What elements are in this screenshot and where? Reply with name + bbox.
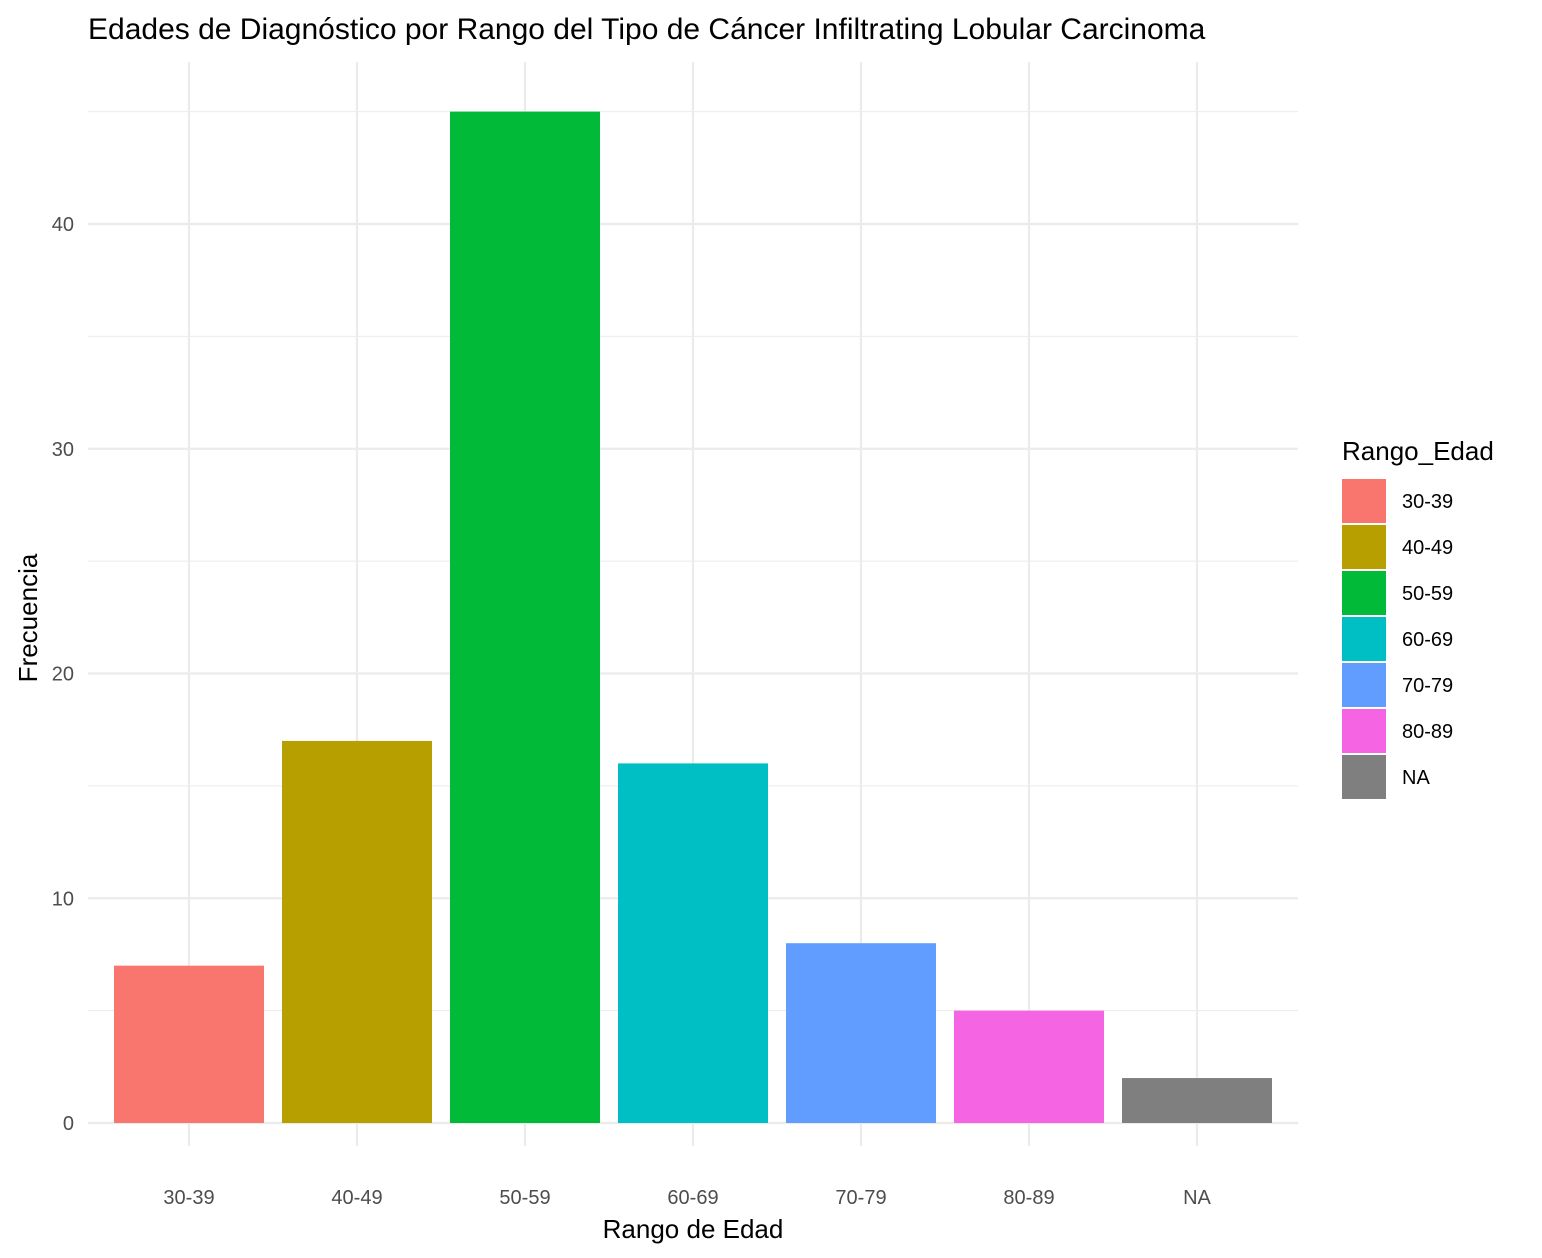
legend-label: 50-59 <box>1402 583 1453 605</box>
legend-label: 70-79 <box>1402 675 1453 697</box>
legend-label: 30-39 <box>1402 491 1453 513</box>
legend-swatch <box>1342 663 1386 707</box>
x-tick-label: NA <box>1183 1187 1211 1209</box>
chart-title: Edades de Diagnóstico por Rango del Tipo… <box>88 13 1206 46</box>
x-tick-label: 40-49 <box>331 1187 382 1209</box>
legend-label: 40-49 <box>1402 537 1453 559</box>
x-tick-label: 50-59 <box>499 1187 550 1209</box>
legend-title: Rango_Edad <box>1342 436 1494 466</box>
y-tick-label: 20 <box>52 664 74 686</box>
y-axis-title: Frecuencia <box>13 553 43 682</box>
y-axis-ticks: 0 10 20 30 40 <box>52 214 74 1135</box>
legend-swatch <box>1342 617 1386 661</box>
legend-items: 30-39 40-49 50-59 60-69 70-79 80-89 NA <box>1342 479 1453 799</box>
x-tick-label: 70-79 <box>835 1187 886 1209</box>
legend-swatch <box>1342 525 1386 569</box>
x-axis-title: Rango de Edad <box>603 1214 784 1244</box>
y-tick-label: 30 <box>52 439 74 461</box>
bar-60-69 <box>618 763 768 1123</box>
legend-swatch <box>1342 479 1386 523</box>
bar-40-49 <box>282 740 432 1123</box>
bars <box>114 111 1272 1123</box>
legend-swatch <box>1342 709 1386 753</box>
legend-label: 80-89 <box>1402 721 1453 743</box>
bar-80-89 <box>954 1010 1104 1123</box>
bar-30-39 <box>114 965 264 1123</box>
bar-70-79 <box>786 943 936 1123</box>
x-tick-label: 60-69 <box>667 1187 718 1209</box>
legend-label: NA <box>1402 767 1430 789</box>
y-tick-label: 0 <box>63 1113 74 1135</box>
legend-swatch <box>1342 571 1386 615</box>
x-axis-ticks: 30-39 40-49 50-59 60-69 70-79 80-89 NA <box>163 1187 1211 1209</box>
legend-label: 60-69 <box>1402 629 1453 651</box>
x-tick-label: 30-39 <box>163 1187 214 1209</box>
bar-50-59 <box>450 111 600 1123</box>
y-tick-label: 10 <box>52 888 74 910</box>
bar-NA <box>1122 1078 1272 1123</box>
y-tick-label: 40 <box>52 214 74 236</box>
legend-swatch <box>1342 755 1386 799</box>
legend: Rango_Edad 30-39 40-49 50-59 60-69 70-79 80-8… <box>1342 436 1494 799</box>
x-tick-label: 80-89 <box>1003 1187 1054 1209</box>
